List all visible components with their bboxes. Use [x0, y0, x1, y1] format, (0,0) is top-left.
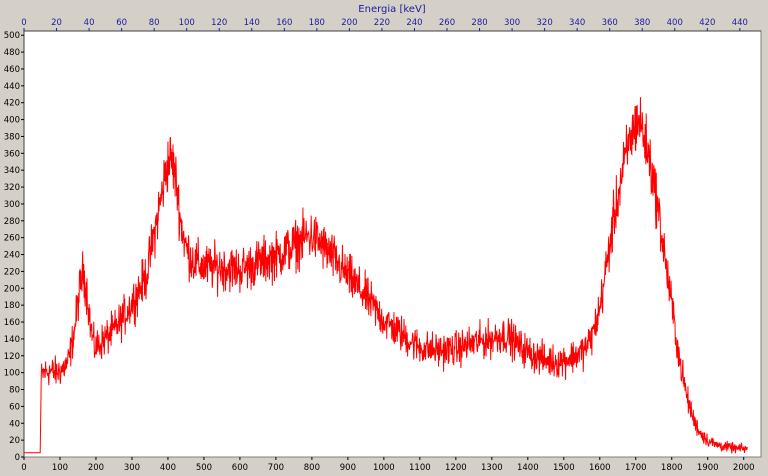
- x-tick-label: 700: [268, 463, 284, 473]
- top-axis-title: Energia [keV]: [358, 4, 426, 15]
- x-tick-label: 1200: [445, 463, 467, 473]
- top-tick-label: 220: [374, 18, 390, 28]
- x-tick-label: 1100: [409, 463, 431, 473]
- y-tick-label: 80: [9, 386, 20, 396]
- top-tick-label: 20: [51, 18, 62, 28]
- y-tick-label: 500: [4, 31, 20, 41]
- y-tick-label: 400: [4, 116, 20, 126]
- y-tick-label: 300: [4, 200, 20, 210]
- x-tick-label: 800: [304, 463, 320, 473]
- top-tick-label: 160: [276, 18, 292, 28]
- x-tick-label: 200: [88, 463, 104, 473]
- y-tick-label: 180: [4, 301, 20, 311]
- x-tick-label: 1500: [553, 463, 575, 473]
- top-tick-label: 340: [569, 18, 585, 28]
- x-axis: 0 100 200 300 400 500 600 700 800 900 1000 1100 1200…: [21, 457, 755, 473]
- top-tick-label: 180: [309, 18, 325, 28]
- x-tick-label: 2000: [733, 463, 755, 473]
- y-tick-label: 420: [4, 99, 20, 109]
- y-tick-label: 320: [4, 183, 20, 193]
- x-tick-label: 1600: [589, 463, 611, 473]
- x-tick-label: 1300: [481, 463, 503, 473]
- x-tick-label: 400: [160, 463, 176, 473]
- x-tick-label: 100: [52, 463, 68, 473]
- top-tick-label: 60: [116, 18, 127, 28]
- x-tick-label: 900: [340, 463, 356, 473]
- x-tick-label: 600: [232, 463, 248, 473]
- top-tick-label: 360: [602, 18, 618, 28]
- top-tick-label: 380: [634, 18, 650, 28]
- x-tick-label: 1800: [661, 463, 683, 473]
- top-tick-label: 300: [504, 18, 520, 28]
- y-tick-label: 340: [4, 166, 20, 176]
- top-tick-label: 40: [84, 18, 95, 28]
- top-tick-label: 420: [699, 18, 715, 28]
- y-tick-label: 480: [4, 48, 20, 58]
- y-tick-label: 260: [4, 234, 20, 244]
- y-tick-label: 280: [4, 217, 20, 227]
- y-axis: 0 20 40 60 80 100 120 140 160 180 200 220 240 260 280 3…: [4, 31, 24, 463]
- y-tick-label: 140: [4, 335, 20, 345]
- y-tick-label: 40: [9, 419, 20, 429]
- x-tick-label: 1400: [517, 463, 539, 473]
- y-tick-label: 20: [9, 436, 20, 446]
- top-tick-label: 320: [537, 18, 553, 28]
- y-tick-label: 460: [4, 65, 20, 75]
- x-tick-label: 300: [124, 463, 140, 473]
- top-tick-label: 140: [244, 18, 260, 28]
- top-tick-label: 440: [732, 18, 748, 28]
- x-tick-label: 1900: [697, 463, 719, 473]
- series-layer: [24, 97, 748, 454]
- plot-area: [23, 30, 762, 458]
- y-tick-label: 380: [4, 132, 20, 142]
- top-tick-label: 260: [439, 18, 455, 28]
- y-tick-label: 0: [15, 453, 20, 463]
- top-tick-label: 80: [149, 18, 160, 28]
- y-tick-label: 160: [4, 318, 20, 328]
- y-tick-label: 120: [4, 352, 20, 362]
- spectrum-series-line: [24, 97, 748, 454]
- top-tick-label: 120: [211, 18, 227, 28]
- y-tick-label: 240: [4, 251, 20, 261]
- y-tick-label: 360: [4, 149, 20, 159]
- top-tick-label: 400: [667, 18, 683, 28]
- top-tick-label: 100: [179, 18, 195, 28]
- y-tick-label: 100: [4, 369, 20, 379]
- x-tick-label: 1000: [373, 463, 395, 473]
- top-tick-label: 240: [406, 18, 422, 28]
- y-tick-label: 60: [9, 402, 20, 412]
- top-tick-label: 0: [21, 18, 26, 28]
- y-tick-label: 440: [4, 82, 20, 92]
- top-tick-label: 280: [471, 18, 487, 28]
- top-tick-label: 200: [341, 18, 357, 28]
- y-tick-label: 220: [4, 267, 20, 277]
- x-tick-label: 500: [196, 463, 212, 473]
- top-axis: 0 20 40 60 80 100 120 140 160 180 200 220 240 260 280 3…: [21, 18, 748, 31]
- y-tick-label: 200: [4, 284, 20, 294]
- x-tick-label: 0: [21, 463, 26, 473]
- x-tick-label: 1700: [625, 463, 647, 473]
